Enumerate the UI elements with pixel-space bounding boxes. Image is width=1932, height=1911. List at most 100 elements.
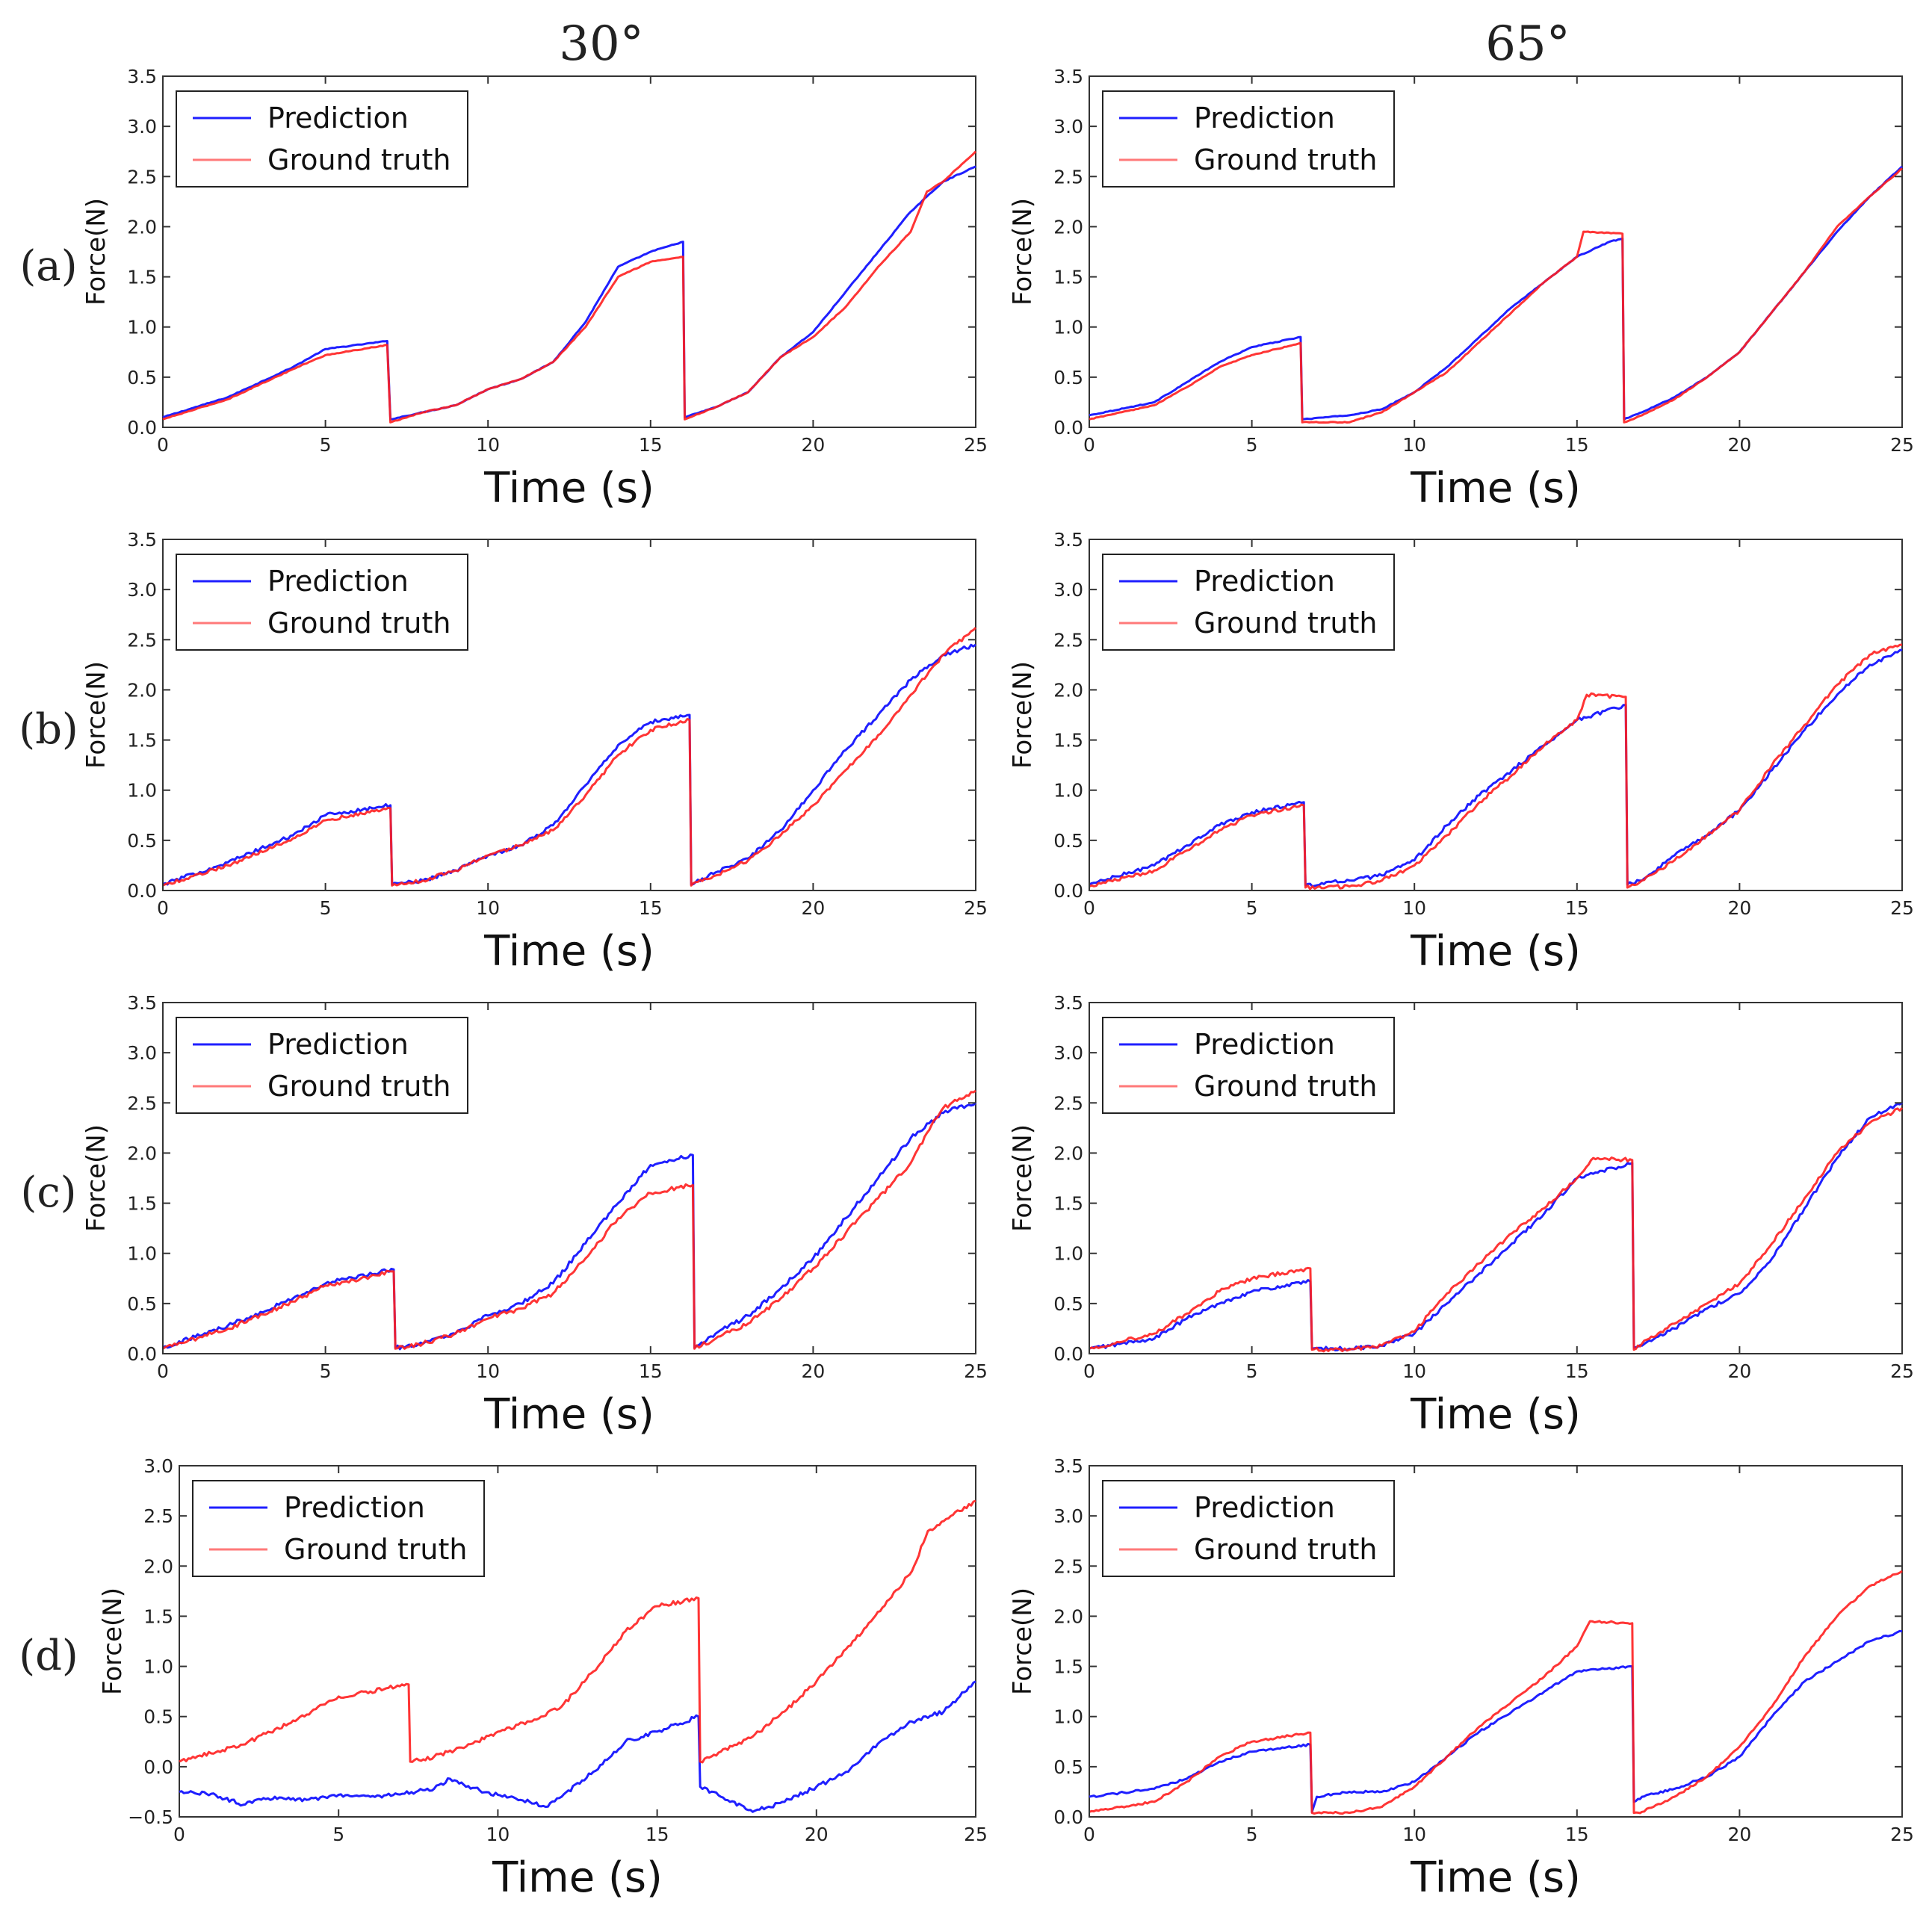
x-tick-label: 5 — [1246, 1824, 1258, 1845]
y-tick-label: 0.0 — [143, 1756, 173, 1778]
y-tick-label: 3.5 — [1053, 529, 1083, 551]
y-tick-label: −0.5 — [128, 1806, 173, 1828]
column-title-65: 65° — [1485, 16, 1570, 72]
y-tick-label: 0.5 — [127, 1293, 157, 1315]
y-tick-label: 3.5 — [1053, 1455, 1083, 1477]
prediction-series-line — [162, 1102, 976, 1351]
x-axis-label: Time (s) — [1410, 1390, 1581, 1439]
x-tick-label: 25 — [1890, 434, 1914, 456]
x-tick-label: 15 — [639, 897, 663, 919]
y-tick-label: 2.5 — [143, 1505, 173, 1527]
x-tick-label: 10 — [476, 434, 500, 456]
y-tick-label: 1.0 — [1053, 317, 1083, 338]
x-tick-label: 10 — [486, 1824, 510, 1845]
ground-truth-series-line — [162, 150, 977, 424]
y-axis-label: Force(N) — [1008, 198, 1038, 306]
column-title-30: 30° — [559, 16, 643, 72]
y-tick-label: 1.0 — [143, 1656, 173, 1678]
x-tick-label: 25 — [964, 434, 988, 456]
legend-box — [1102, 90, 1395, 188]
y-tick-label: 2.0 — [127, 679, 157, 701]
chart-panel: 0 5 10 15 20 25 0.0 0.5 1.0 1.5 2.0 2.5 3.0 3.5 Time (… — [1008, 66, 1914, 512]
ground-truth-series-line — [1089, 1107, 1904, 1353]
y-tick-label: 3.0 — [1053, 579, 1083, 601]
legend-prediction-label: Prediction — [284, 1491, 425, 1524]
legend-ground-truth-label: Ground truth — [284, 1533, 467, 1566]
y-tick-label: 2.0 — [1053, 1605, 1083, 1627]
legend-ground-truth-label: Ground truth — [1194, 1070, 1377, 1103]
prediction-series-line — [1089, 648, 1903, 888]
x-axis-label: Time (s) — [483, 464, 654, 512]
y-tick-label: 1.0 — [1053, 780, 1083, 802]
y-tick-label: 2.0 — [1053, 1142, 1083, 1164]
y-tick-label: 1.0 — [127, 1243, 157, 1265]
legend-ground-truth-label: Ground truth — [267, 143, 451, 176]
legend-prediction-label: Prediction — [267, 102, 409, 134]
chart-panel: 0 5 10 15 20 25 0.0 0.5 1.0 1.5 2.0 2.5 3.0 3.5 Time (… — [81, 992, 988, 1439]
x-tick-label: 25 — [964, 897, 988, 919]
x-tick-label: 10 — [1402, 434, 1426, 456]
x-tick-label: 0 — [173, 1824, 185, 1845]
x-tick-label: 5 — [1246, 897, 1258, 919]
y-tick-label: 3.0 — [1053, 1505, 1083, 1527]
legend-box — [176, 90, 468, 188]
y-tick-label: 1.0 — [127, 317, 157, 338]
legend-ground-truth-label: Ground truth — [1194, 607, 1377, 639]
y-tick-label: 1.0 — [127, 780, 157, 802]
x-axis-label: Time (s) — [1410, 464, 1581, 512]
x-axis-label: Time (s) — [483, 1390, 654, 1439]
x-tick-label: 10 — [1402, 897, 1426, 919]
x-tick-label: 0 — [1083, 897, 1095, 919]
y-tick-label: 1.5 — [1053, 730, 1083, 752]
y-axis-label: Force(N) — [81, 661, 111, 769]
x-tick-label: 5 — [320, 897, 332, 919]
x-tick-label: 20 — [801, 1360, 825, 1382]
y-tick-label: 0.5 — [127, 830, 157, 852]
x-tick-label: 0 — [1083, 1360, 1095, 1382]
legend-prediction-label: Prediction — [1194, 565, 1335, 598]
prediction-series-line — [162, 165, 976, 421]
legend-prediction-label: Prediction — [1194, 102, 1335, 134]
chart-panel: 0 5 10 15 20 25 0.0 0.5 1.0 1.5 2.0 2.5 3.0 3.5 Time (… — [1008, 992, 1914, 1439]
prediction-series-line — [1089, 1629, 1903, 1813]
legend: Prediction Ground truth — [176, 554, 468, 651]
y-tick-label: 0.5 — [1053, 1756, 1083, 1778]
legend-box — [1102, 1480, 1395, 1577]
chart-panel: 0 5 10 15 20 25 0.0 0.5 1.0 1.5 2.0 2.5 3.0 3.5 Time (… — [1008, 1455, 1914, 1902]
y-tick-label: 1.5 — [1053, 1656, 1083, 1678]
y-tick-label: 0.0 — [127, 417, 157, 439]
y-tick-label: 3.0 — [1053, 1042, 1083, 1064]
x-tick-label: 25 — [964, 1824, 988, 1845]
ground-truth-series-line — [162, 1089, 976, 1350]
x-tick-label: 15 — [645, 1824, 669, 1845]
y-tick-label: 2.0 — [127, 216, 157, 238]
y-tick-label: 2.0 — [127, 1142, 157, 1164]
y-tick-label: 0.0 — [127, 1343, 157, 1365]
y-tick-label: 2.5 — [1053, 166, 1083, 188]
y-tick-label: 2.0 — [143, 1555, 173, 1577]
chart-panel: 0 5 10 15 20 25 0.0 0.5 1.0 1.5 2.0 2.5 3.0 3.5 Time (… — [81, 529, 988, 976]
legend-ground-truth-label: Ground truth — [1194, 143, 1377, 176]
prediction-series-line — [1089, 1102, 1903, 1351]
x-tick-label: 20 — [801, 434, 825, 456]
chart-panel: 0 5 10 15 20 25 −0.5 0.0 0.5 1.0 1.5 2.0 2.5 3.0 Time … — [98, 1455, 988, 1902]
y-tick-label: 3.5 — [127, 529, 157, 551]
legend-box — [192, 1480, 485, 1577]
x-tick-label: 15 — [1565, 1360, 1589, 1382]
chart-panel: 0 5 10 15 20 25 0.0 0.5 1.0 1.5 2.0 2.5 3.0 3.5 Time (… — [81, 66, 988, 512]
row-label-d: (d) — [19, 1632, 78, 1680]
ground-truth-series-line — [1089, 643, 1903, 891]
y-tick-label: 2.5 — [1053, 1555, 1083, 1577]
legend-box — [1102, 554, 1395, 651]
x-tick-label: 10 — [1402, 1824, 1426, 1845]
x-axis-label: Time (s) — [492, 1853, 663, 1902]
y-tick-label: 2.5 — [1053, 1092, 1083, 1114]
legend-ground-truth-label: Ground truth — [267, 1070, 451, 1103]
x-tick-label: 20 — [805, 1824, 829, 1845]
legend-box — [176, 1017, 468, 1114]
x-tick-label: 15 — [1565, 1824, 1589, 1845]
y-tick-label: 1.0 — [1053, 1243, 1083, 1265]
x-tick-label: 5 — [1246, 434, 1258, 456]
x-axis-label: Time (s) — [1410, 927, 1581, 976]
panels: 0 5 10 15 20 25 0.0 0.5 1.0 1.5 2.0 2.5 3.0 3.5 Time (… — [81, 66, 1914, 1902]
